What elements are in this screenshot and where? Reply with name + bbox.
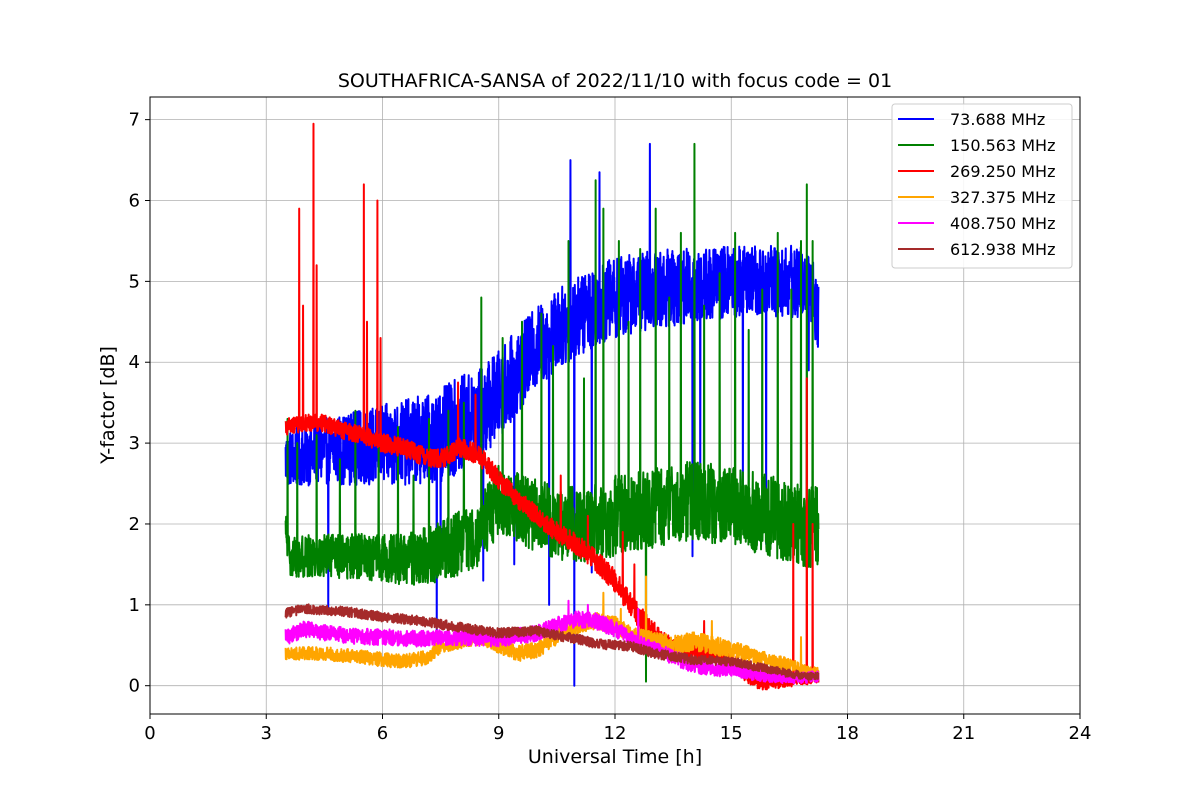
legend-label: 269.250 MHz bbox=[950, 162, 1055, 181]
x-tick-label: 15 bbox=[720, 723, 743, 744]
y-axis-label: Y-factor [dB] bbox=[97, 346, 119, 465]
legend-label: 73.688 MHz bbox=[950, 110, 1045, 129]
series-line bbox=[284, 599, 820, 685]
x-tick-label: 6 bbox=[377, 723, 388, 744]
legend-label: 327.375 MHz bbox=[950, 188, 1055, 207]
y-tick-label: 0 bbox=[129, 676, 140, 697]
legend-label: 408.750 MHz bbox=[950, 214, 1055, 233]
x-tick-label: 21 bbox=[952, 723, 975, 744]
chart-title: SOUTHAFRICA-SANSA of 2022/11/10 with foc… bbox=[338, 70, 892, 92]
legend: 73.688 MHz 150.563 MHz 269.250 MHz 327.375 … bbox=[891, 103, 1073, 269]
x-tick-label: 12 bbox=[604, 723, 627, 744]
series-line bbox=[284, 142, 820, 687]
y-tick-label: 7 bbox=[129, 110, 140, 131]
x-tick-label: 9 bbox=[493, 723, 504, 744]
series-lines bbox=[284, 122, 820, 691]
legend-label: 150.563 MHz bbox=[950, 136, 1055, 155]
x-tick-label: 18 bbox=[836, 723, 859, 744]
x-tick-label: 24 bbox=[1069, 723, 1092, 744]
x-tick-label: 3 bbox=[261, 723, 272, 744]
y-tick-label: 2 bbox=[129, 514, 140, 535]
plot-frame bbox=[149, 96, 1081, 715]
legend-label: 612.938 MHz bbox=[950, 240, 1055, 259]
series-line bbox=[284, 142, 820, 683]
y-tick-label: 3 bbox=[129, 433, 140, 454]
series-line bbox=[284, 603, 820, 681]
y-tick-label: 6 bbox=[129, 191, 140, 212]
x-axis-label: Universal Time [h] bbox=[528, 746, 702, 768]
y-axis-ticks: 0 1 2 3 4 5 6 7 bbox=[129, 110, 150, 697]
legend-box bbox=[891, 103, 1073, 269]
y-tick-label: 1 bbox=[129, 595, 140, 616]
x-tick-label: 0 bbox=[144, 723, 155, 744]
y-tick-label: 4 bbox=[129, 352, 140, 373]
x-axis-ticks: 0 3 6 9 12 15 18 21 24 bbox=[144, 714, 1091, 744]
y-tick-label: 5 bbox=[129, 271, 140, 292]
